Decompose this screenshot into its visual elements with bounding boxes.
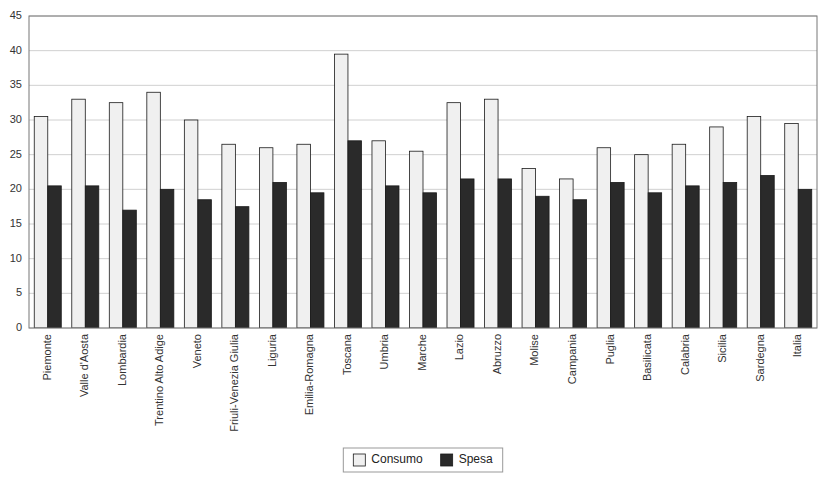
x-tick-label: Lazio <box>453 334 465 360</box>
y-tick-label: 0 <box>16 321 22 333</box>
bar <box>273 182 287 328</box>
bar <box>235 207 249 328</box>
bar <box>348 141 362 328</box>
x-tick-label: Campania <box>566 333 578 384</box>
legend: Consumo Spesa <box>343 448 502 472</box>
x-tick-label: Basilicata <box>641 333 653 381</box>
bar <box>536 196 550 328</box>
legend-label: Spesa <box>459 452 493 466</box>
x-tick-label: Lombardia <box>116 333 128 386</box>
bar <box>611 182 625 328</box>
bar <box>372 141 386 328</box>
x-tick-label: Liguria <box>266 333 278 367</box>
bar <box>297 144 311 328</box>
bar <box>198 200 212 328</box>
y-tick-label: 40 <box>10 44 22 56</box>
bar <box>785 123 799 328</box>
y-axis: 0 5 10 15 20 25 30 35 40 45 <box>10 9 817 333</box>
bar <box>310 193 324 328</box>
bar <box>597 148 611 328</box>
x-tick-label: Piemonte <box>41 334 53 380</box>
bar <box>485 99 499 328</box>
bar <box>147 92 161 328</box>
bar <box>447 103 461 328</box>
bar <box>123 210 137 328</box>
x-tick-label: Veneto <box>191 334 203 368</box>
y-tick-label: 25 <box>10 148 22 160</box>
legend-label: Consumo <box>371 452 423 466</box>
bar <box>385 186 399 328</box>
bar <box>259 148 273 328</box>
x-tick-label: Sardegna <box>754 333 766 382</box>
x-tick-label: Abruzzo <box>491 334 503 374</box>
legend-swatch <box>441 454 453 466</box>
plot-frame <box>29 16 817 328</box>
x-axis: Piemonte Valle d'Aosta Lombardia Trentino A… <box>41 333 803 432</box>
bar <box>672 144 686 328</box>
x-tick-label: Umbria <box>378 333 390 369</box>
x-tick-label: Trentino Alto Adige <box>153 334 165 426</box>
x-tick-label: Marche <box>416 334 428 371</box>
grid-line <box>29 85 817 86</box>
y-tick-label: 5 <box>16 286 22 298</box>
legend-box <box>343 448 502 472</box>
bar <box>522 169 536 328</box>
bars <box>34 54 811 328</box>
bar <box>184 120 198 328</box>
x-tick-label: Valle d'Aosta <box>78 333 90 397</box>
y-tick-label: 20 <box>10 182 22 194</box>
bar <box>723 182 737 328</box>
y-tick-label: 10 <box>10 252 22 264</box>
x-tick-label: Calabria <box>679 333 691 375</box>
bar <box>648 193 662 328</box>
bar <box>409 151 423 328</box>
bar <box>710 127 724 328</box>
x-tick-label: Puglia <box>604 333 616 364</box>
chart-svg: 0 5 10 15 20 25 30 35 40 45 Piemonte Valle d'Aosta L… <box>0 0 831 480</box>
chart-container: 0 5 10 15 20 25 30 35 40 45 Piemonte Valle d'Aosta L… <box>0 0 831 480</box>
bar <box>109 103 123 328</box>
bar <box>498 179 512 328</box>
bar <box>334 54 348 328</box>
y-tick-label: 15 <box>10 217 22 229</box>
plot-background <box>29 16 817 328</box>
y-tick-label: 45 <box>10 9 22 21</box>
bar <box>423 193 437 328</box>
bar <box>686 186 700 328</box>
x-tick-label: Toscana <box>341 333 353 375</box>
bar <box>72 99 86 328</box>
bar <box>222 144 236 328</box>
bar <box>747 117 761 328</box>
bar <box>461 179 475 328</box>
bar <box>573 200 587 328</box>
x-tick-label: Sicilia <box>716 333 728 363</box>
x-tick-label: Molise <box>528 334 540 366</box>
bar <box>160 189 174 328</box>
bar <box>560 179 574 328</box>
bar <box>48 186 62 328</box>
x-tick-label: Friuli-Venezia Giulia <box>228 333 240 432</box>
x-tick-label: Emilia-Romagna <box>303 333 315 415</box>
y-tick-label: 35 <box>10 78 22 90</box>
bar <box>34 117 48 328</box>
bar <box>635 155 649 328</box>
bar <box>798 189 812 328</box>
grid-line <box>29 50 817 51</box>
legend-swatch <box>353 454 365 466</box>
y-tick-label: 30 <box>10 113 22 125</box>
x-tick-label: Italia <box>791 333 803 357</box>
bar <box>761 175 775 328</box>
bar <box>85 186 99 328</box>
